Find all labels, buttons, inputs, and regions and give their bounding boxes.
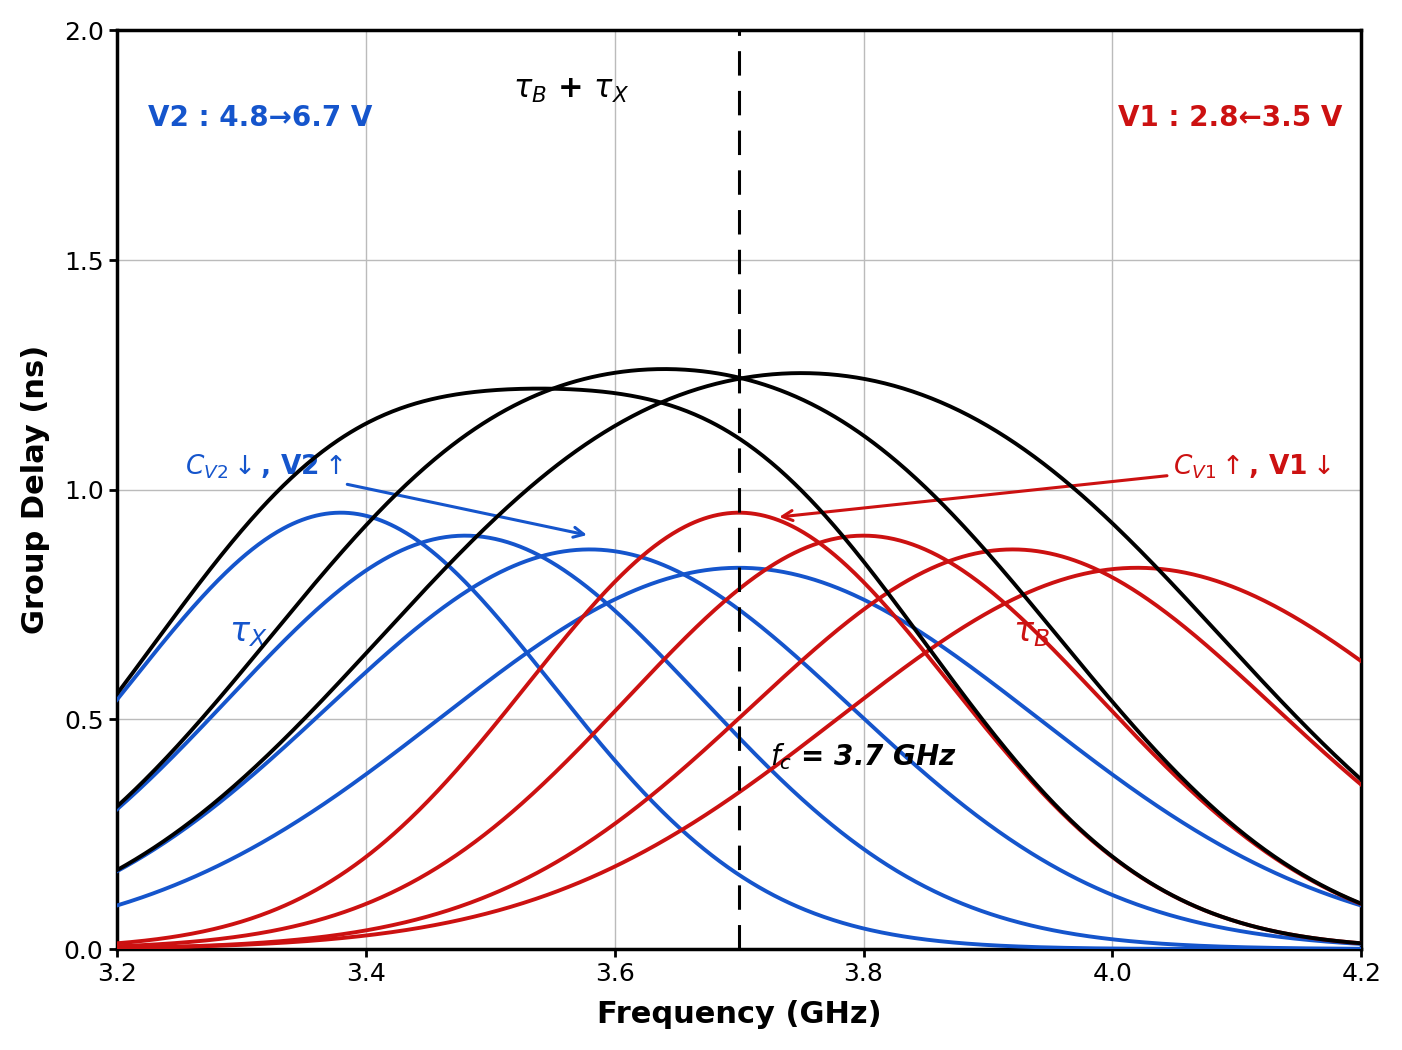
Y-axis label: Group Delay (ns): Group Delay (ns) bbox=[21, 345, 50, 634]
Text: $\tau_B$: $\tau_B$ bbox=[1012, 616, 1050, 649]
Text: $C_{V2}$$\downarrow$, V2$\uparrow$: $C_{V2}$$\downarrow$, V2$\uparrow$ bbox=[185, 453, 583, 538]
X-axis label: Frequency (GHz): Frequency (GHz) bbox=[597, 1001, 882, 1029]
Text: $C_{V1}$$\uparrow$, V1$\downarrow$: $C_{V1}$$\uparrow$, V1$\downarrow$ bbox=[782, 453, 1330, 521]
Text: V2 : 4.8→6.7 V: V2 : 4.8→6.7 V bbox=[147, 104, 373, 132]
Text: $\tau_B$ + $\tau_X$: $\tau_B$ + $\tau_X$ bbox=[513, 77, 629, 105]
Text: V1 : 2.8←3.5 V: V1 : 2.8←3.5 V bbox=[1119, 104, 1343, 132]
Text: $\tau_X$: $\tau_X$ bbox=[229, 616, 268, 649]
Text: $f_c$ = 3.7 GHz: $f_c$ = 3.7 GHz bbox=[770, 741, 958, 772]
